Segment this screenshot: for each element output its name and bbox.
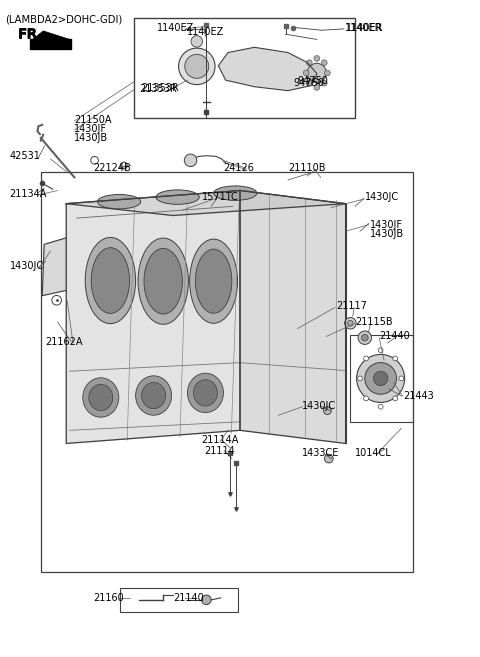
- Ellipse shape: [83, 378, 119, 417]
- Polygon shape: [218, 47, 317, 91]
- Circle shape: [306, 60, 312, 66]
- Ellipse shape: [187, 373, 223, 413]
- Ellipse shape: [193, 380, 217, 406]
- Circle shape: [364, 356, 369, 361]
- Text: 21443: 21443: [403, 390, 434, 401]
- Circle shape: [348, 321, 353, 326]
- Bar: [41, 172, 413, 572]
- Text: 21117: 21117: [336, 301, 367, 311]
- Text: 21150A: 21150A: [74, 114, 112, 125]
- Text: 1433CE: 1433CE: [302, 448, 340, 459]
- Circle shape: [345, 317, 356, 329]
- Circle shape: [358, 376, 362, 381]
- Text: 1140ER: 1140ER: [346, 22, 383, 33]
- Circle shape: [378, 404, 383, 409]
- Text: 24126: 24126: [223, 163, 254, 173]
- Circle shape: [185, 55, 209, 78]
- Polygon shape: [240, 191, 346, 443]
- Bar: [134, 18, 355, 118]
- Polygon shape: [30, 39, 71, 49]
- Circle shape: [324, 454, 333, 463]
- Circle shape: [324, 407, 331, 415]
- Text: 21110B: 21110B: [288, 163, 325, 173]
- Circle shape: [314, 56, 320, 61]
- Text: 1430JF: 1430JF: [370, 219, 403, 230]
- Circle shape: [324, 70, 330, 76]
- Ellipse shape: [156, 190, 199, 204]
- Circle shape: [314, 85, 320, 90]
- Ellipse shape: [195, 249, 232, 313]
- Circle shape: [393, 356, 397, 361]
- Circle shape: [373, 371, 388, 386]
- Circle shape: [184, 154, 197, 166]
- Text: 21440: 21440: [379, 331, 410, 342]
- Bar: [350, 335, 413, 422]
- Circle shape: [322, 80, 327, 86]
- Ellipse shape: [142, 382, 166, 409]
- Ellipse shape: [91, 248, 130, 313]
- Circle shape: [322, 60, 327, 66]
- Circle shape: [306, 80, 312, 86]
- Polygon shape: [31, 31, 70, 41]
- Bar: [120, 588, 238, 612]
- Text: 21160: 21160: [94, 593, 124, 603]
- Text: 21162A: 21162A: [46, 336, 83, 347]
- Circle shape: [357, 354, 405, 403]
- Text: 1571TC: 1571TC: [202, 192, 239, 202]
- Circle shape: [364, 396, 369, 401]
- Circle shape: [365, 363, 396, 394]
- Text: 1140EZ: 1140EZ: [187, 26, 225, 37]
- Text: 1140ER: 1140ER: [345, 22, 382, 33]
- Circle shape: [393, 396, 397, 401]
- Text: 21140: 21140: [173, 593, 204, 603]
- Polygon shape: [66, 191, 346, 215]
- Text: 21115B: 21115B: [355, 317, 393, 327]
- Text: 21134A: 21134A: [10, 189, 47, 199]
- Text: 1430JC: 1430JC: [10, 261, 44, 271]
- Ellipse shape: [190, 239, 238, 323]
- Text: FR.: FR.: [18, 28, 44, 43]
- Circle shape: [303, 70, 309, 76]
- Text: 1430JB: 1430JB: [370, 229, 404, 239]
- Circle shape: [202, 595, 211, 604]
- Polygon shape: [66, 191, 240, 443]
- Text: 94750: 94750: [298, 76, 328, 87]
- Ellipse shape: [135, 376, 172, 415]
- Ellipse shape: [89, 384, 113, 411]
- Circle shape: [179, 48, 215, 85]
- Circle shape: [378, 348, 383, 353]
- Text: 1430JC: 1430JC: [302, 401, 336, 411]
- Text: 1140EZ: 1140EZ: [156, 22, 194, 33]
- Polygon shape: [42, 238, 66, 296]
- Circle shape: [307, 63, 326, 83]
- Text: 1430JC: 1430JC: [365, 192, 399, 202]
- Text: 21353R: 21353R: [139, 84, 177, 95]
- Ellipse shape: [97, 194, 141, 209]
- Text: 42531: 42531: [10, 151, 40, 162]
- Text: 94750: 94750: [294, 78, 324, 88]
- Circle shape: [358, 331, 372, 344]
- Text: 1430JB: 1430JB: [74, 133, 108, 143]
- Text: 21114: 21114: [204, 445, 235, 456]
- Text: 21353R: 21353R: [142, 83, 180, 93]
- Ellipse shape: [144, 248, 182, 314]
- Ellipse shape: [214, 186, 257, 200]
- Text: 22124B: 22124B: [94, 163, 132, 173]
- Circle shape: [361, 334, 368, 341]
- Text: FR.: FR.: [18, 27, 44, 41]
- Ellipse shape: [138, 238, 189, 325]
- Text: 1014CL: 1014CL: [355, 448, 392, 459]
- Text: (LAMBDA2>DOHC-GDI): (LAMBDA2>DOHC-GDI): [5, 14, 122, 24]
- Ellipse shape: [85, 237, 136, 324]
- Text: 1430JF: 1430JF: [74, 124, 108, 134]
- Circle shape: [399, 376, 404, 381]
- Circle shape: [191, 35, 203, 47]
- Text: 21114A: 21114A: [202, 435, 239, 445]
